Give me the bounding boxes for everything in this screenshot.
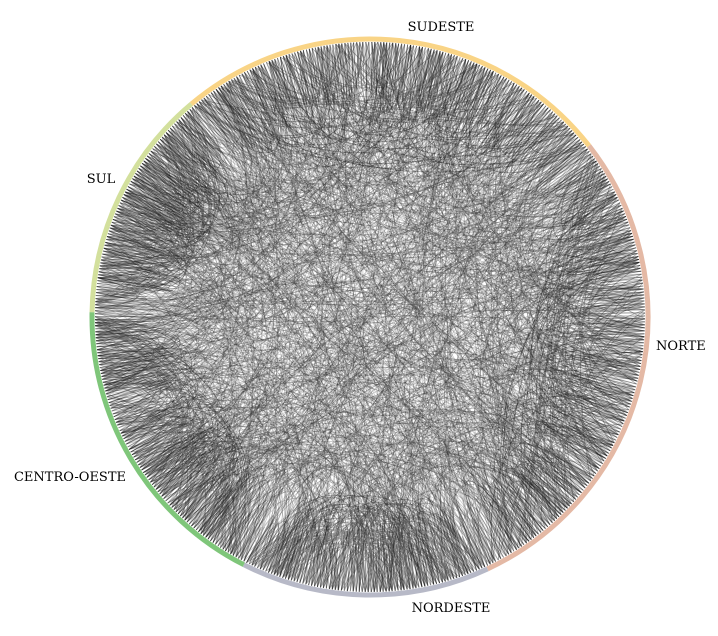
region-label-centro-oeste: CENTRO-OESTE bbox=[14, 470, 126, 485]
region-arc-nordeste bbox=[242, 562, 489, 598]
chord-fan-sul bbox=[95, 107, 235, 309]
region-arcs bbox=[89, 36, 651, 598]
chord-fan-centro-oeste bbox=[94, 316, 269, 562]
region-label-sudeste: SUDESTE bbox=[408, 20, 475, 35]
chord-fan-nordeste bbox=[246, 494, 486, 593]
region-label-sul: SUL bbox=[87, 172, 116, 187]
chord-bundle bbox=[94, 41, 646, 593]
chord-bundle bbox=[94, 41, 646, 593]
chord-bundle bbox=[94, 41, 646, 593]
region-arc-sul bbox=[89, 102, 193, 313]
region-label-norte: NORTE bbox=[656, 339, 706, 354]
region-arc-centro-oeste bbox=[89, 312, 245, 567]
region-arc-sudeste bbox=[189, 36, 592, 148]
chord-bundle bbox=[94, 41, 646, 593]
chord-bundle bbox=[94, 41, 646, 593]
chord-fan-norte bbox=[464, 148, 646, 565]
node-ticks bbox=[94, 41, 646, 593]
region-arc-norte bbox=[486, 144, 651, 572]
region-label-nordeste: NORDESTE bbox=[412, 601, 491, 616]
chord-links bbox=[94, 41, 646, 593]
region-labels: SUDESTE NORTE NORDESTE CENTRO-OESTE SUL bbox=[14, 20, 706, 616]
chord-bundle bbox=[94, 41, 646, 593]
chord-fan-sudeste bbox=[194, 41, 586, 187]
